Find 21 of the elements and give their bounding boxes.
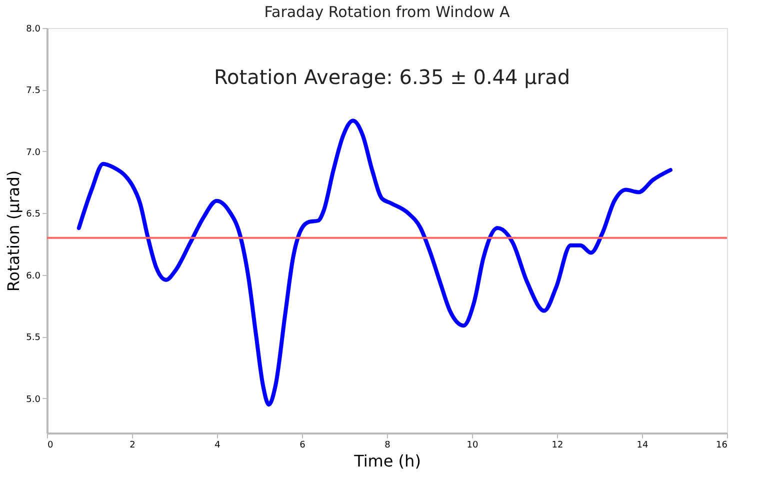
line-series (76, 118, 672, 407)
x-axis-title: Time (h) (353, 452, 421, 470)
y-tick-label: 5.5 (26, 333, 40, 344)
x-tick-label: 8 (384, 440, 391, 450)
x-tick-label: 16 (716, 440, 728, 450)
y-tick-label: 7.5 (26, 86, 40, 96)
y-axis-title: Rotation (μrad) (4, 170, 24, 292)
x-tick-label: 2 (130, 440, 136, 450)
x-tick-label: 6 (300, 440, 306, 450)
x-tick-label: 14 (636, 440, 648, 450)
x-tick-label: 12 (552, 440, 564, 450)
y-tick-label: 5.0 (26, 394, 41, 405)
x-tick-label: 4 (214, 440, 221, 450)
y-tick-label: 7.0 (26, 148, 41, 158)
x-tick-label: 0 (48, 440, 54, 450)
y-tick-label: 6.0 (26, 271, 41, 282)
y-tick-label: 6.5 (26, 210, 40, 220)
x-tick-label: 10 (466, 440, 478, 450)
y-tick-label: 8.0 (26, 24, 41, 34)
annotation: Rotation Average: 6.35 ± 0.44 μrad (214, 65, 570, 89)
chart-title: Faraday Rotation from Window A (264, 3, 510, 21)
